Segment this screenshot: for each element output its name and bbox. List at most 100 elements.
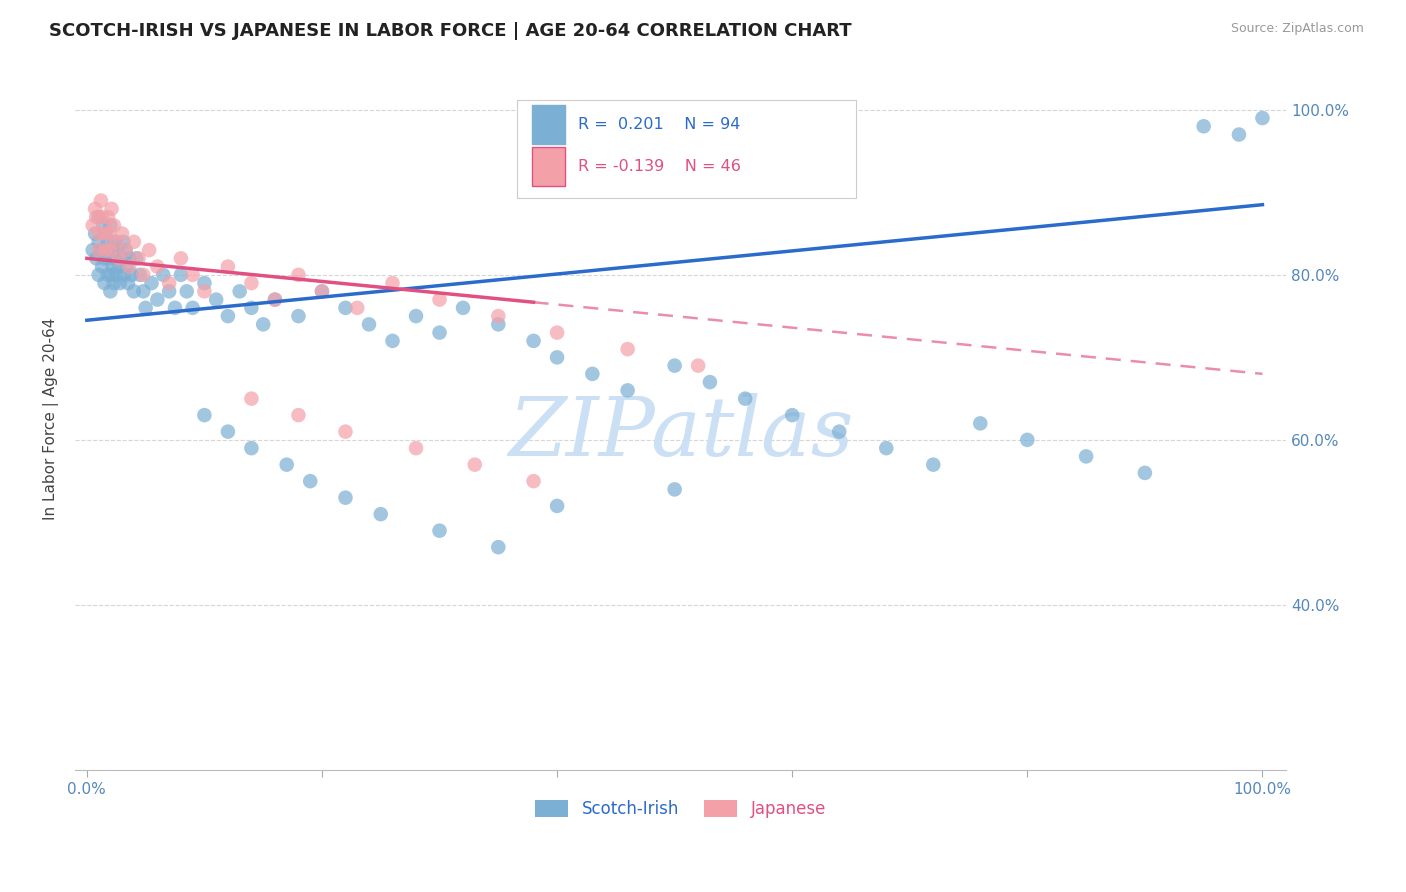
Point (734, 392, 756, 406)
Point (699, 375, 721, 389)
Point (664, 359, 686, 373)
Point (157, 285, 180, 299)
Point (108, 276, 131, 290)
Point (546, 326, 568, 340)
Point (105, 235, 128, 249)
Point (82, 243, 104, 257)
Point (107, 252, 129, 266)
Point (381, 334, 404, 348)
Point (94, 243, 117, 257)
Point (486, 540, 509, 554)
Point (1133, 466, 1156, 480)
Point (98, 252, 121, 266)
Point (969, 417, 991, 431)
Point (311, 285, 333, 299)
Point (93, 252, 115, 266)
Point (217, 309, 239, 323)
Point (616, 384, 638, 398)
Point (107, 243, 129, 257)
FancyBboxPatch shape (531, 105, 565, 144)
Point (193, 408, 215, 422)
Point (97, 210, 120, 224)
Point (193, 276, 215, 290)
Point (135, 301, 157, 315)
Point (240, 441, 263, 455)
Point (252, 318, 274, 332)
Point (217, 260, 239, 274)
Point (287, 268, 309, 282)
Point (138, 243, 160, 257)
Point (122, 285, 145, 299)
Point (103, 276, 125, 290)
Point (97, 235, 120, 249)
Point (429, 293, 451, 307)
Text: SCOTCH-IRISH VS JAPANESE IN LABOR FORCE | AGE 20-64 CORRELATION CHART: SCOTCH-IRISH VS JAPANESE IN LABOR FORCE … (49, 22, 852, 40)
Point (125, 252, 148, 266)
Point (522, 334, 544, 348)
Point (112, 235, 135, 249)
Point (875, 441, 897, 455)
Point (264, 293, 287, 307)
Point (146, 260, 169, 274)
Point (101, 243, 124, 257)
Point (105, 252, 128, 266)
Text: ZIPatlas: ZIPatlas (508, 393, 853, 474)
Point (111, 227, 134, 241)
Point (101, 260, 124, 274)
Point (84, 202, 107, 216)
Point (780, 408, 803, 422)
Point (287, 408, 309, 422)
Point (1074, 450, 1097, 464)
Point (486, 318, 509, 332)
Point (205, 293, 228, 307)
Point (228, 285, 250, 299)
Point (581, 367, 603, 381)
Point (98, 243, 121, 257)
Point (100, 202, 122, 216)
Point (311, 285, 333, 299)
Text: Source: ZipAtlas.com: Source: ZipAtlas.com (1230, 22, 1364, 36)
Point (688, 359, 710, 373)
Point (217, 425, 239, 439)
Point (87, 235, 110, 249)
Point (616, 342, 638, 356)
FancyBboxPatch shape (517, 100, 856, 198)
Point (193, 285, 215, 299)
Point (117, 276, 139, 290)
Point (1192, 120, 1215, 134)
Point (170, 268, 193, 282)
Point (94, 227, 117, 241)
Point (170, 252, 193, 266)
Point (114, 268, 136, 282)
Point (93, 227, 115, 241)
Point (163, 301, 186, 315)
Point (346, 301, 368, 315)
Point (114, 243, 136, 257)
Point (103, 219, 125, 233)
Point (100, 268, 122, 282)
Point (115, 260, 138, 274)
Point (664, 483, 686, 497)
Point (97, 268, 120, 282)
Point (922, 458, 945, 472)
Point (114, 243, 136, 257)
Point (157, 276, 180, 290)
Point (91, 210, 114, 224)
Point (335, 491, 357, 505)
Point (276, 458, 298, 472)
Point (299, 474, 322, 488)
Point (87, 243, 110, 257)
Point (98, 227, 121, 241)
Point (546, 351, 568, 365)
Point (1017, 433, 1039, 447)
Point (128, 252, 150, 266)
Point (82, 219, 104, 233)
Point (90, 194, 112, 208)
Point (1251, 111, 1274, 125)
Point (121, 268, 143, 282)
Point (84, 227, 107, 241)
FancyBboxPatch shape (531, 147, 565, 186)
Point (146, 293, 169, 307)
Point (105, 268, 128, 282)
Point (90, 243, 112, 257)
